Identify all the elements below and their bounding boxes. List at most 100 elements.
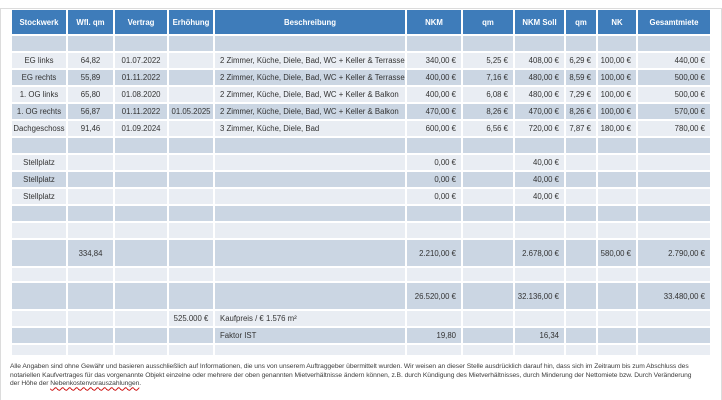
table-cell <box>407 36 461 51</box>
table-cell <box>12 206 66 221</box>
table-cell: 0,00 € <box>407 189 461 204</box>
table-cell: 01.09.2024 <box>115 121 167 136</box>
table-cell <box>598 345 636 355</box>
table-cell <box>515 206 564 221</box>
table-cell <box>68 206 113 221</box>
table-cell <box>566 36 596 51</box>
table-cell <box>566 172 596 187</box>
row-empty <box>12 206 710 221</box>
table-cell: 334,84 <box>68 240 113 266</box>
table-cell <box>515 268 564 281</box>
table-cell: 780,00 € <box>638 121 710 136</box>
table-cell <box>169 70 213 85</box>
row-empty-top <box>12 36 710 51</box>
table-cell <box>169 223 213 238</box>
table-cell <box>68 155 113 170</box>
table-cell: 2 Zimmer, Küche, Diele, Bad, WC + Keller… <box>215 53 405 68</box>
table-cell <box>169 53 213 68</box>
table-cell: 55,89 <box>68 70 113 85</box>
table-cell: 100,00 € <box>598 70 636 85</box>
table-cell <box>463 283 513 309</box>
table-cell: 580,00 € <box>598 240 636 266</box>
table-cell <box>566 311 596 326</box>
table-cell <box>638 268 710 281</box>
table-cell <box>169 138 213 153</box>
table-cell <box>407 206 461 221</box>
table-cell: EG links <box>12 53 66 68</box>
table-cell <box>169 268 213 281</box>
table-cell <box>463 36 513 51</box>
table-cell: 100,00 € <box>598 87 636 102</box>
table-cell <box>566 223 596 238</box>
table-cell <box>68 36 113 51</box>
table-cell <box>638 138 710 153</box>
table-cell <box>169 121 213 136</box>
table-cell: 570,00 € <box>638 104 710 119</box>
table-cell: 100,00 € <box>598 53 636 68</box>
table-cell <box>115 155 167 170</box>
table-cell <box>12 328 66 343</box>
table-cell: 5,25 € <box>463 53 513 68</box>
table-cell <box>598 283 636 309</box>
table-cell <box>598 172 636 187</box>
rent-roll-table: Stockwerk Wfl. qm Vertrag Erhöhung Beschreib… <box>10 8 712 357</box>
table-cell <box>115 189 167 204</box>
table-cell: 65,80 <box>68 87 113 102</box>
column-header: NKM Soll <box>515 10 564 34</box>
disclaimer-line-2: notariellen Kaufvertrages für das vorgen… <box>10 371 692 379</box>
table-cell <box>463 138 513 153</box>
column-header: NKM <box>407 10 461 34</box>
table-cell <box>115 311 167 326</box>
table-cell: 470,00 € <box>515 104 564 119</box>
table-cell <box>169 36 213 51</box>
table-cell <box>215 138 405 153</box>
table-cell: 32.136,00 € <box>515 283 564 309</box>
table-cell: 0,00 € <box>407 172 461 187</box>
table-cell <box>598 328 636 343</box>
table-cell: 480,00 € <box>515 70 564 85</box>
table-cell <box>169 283 213 309</box>
table-cell <box>215 189 405 204</box>
row-empty <box>12 268 710 281</box>
table-body: EG links 64,82 01.07.2022 2 Zimmer, Küche, … <box>12 36 710 355</box>
table-cell <box>566 240 596 266</box>
table-cell: 340,00 € <box>407 53 461 68</box>
table-cell <box>115 268 167 281</box>
misspelled-word: Nebenkostenvorauszahlungen <box>50 380 140 388</box>
row-monthly-totals: 334,84 2.210,00 € 2.678,00 € 580,00 €2.790,… <box>12 240 710 266</box>
table-cell <box>115 345 167 355</box>
table-cell: 500,00 € <box>638 87 710 102</box>
table-cell <box>598 36 636 51</box>
table-cell <box>463 155 513 170</box>
row-stellplatz-3: Stellplatz 0,00 € 40,00 € <box>12 189 710 204</box>
table-cell: 7,16 € <box>463 70 513 85</box>
table-cell <box>515 311 564 326</box>
table-cell <box>68 311 113 326</box>
table-cell <box>12 138 66 153</box>
table-cell <box>463 206 513 221</box>
table-cell <box>463 223 513 238</box>
rent-roll-document: Stockwerk Wfl. qm Vertrag Erhöhung Beschreib… <box>0 8 722 389</box>
column-header: Gesamtmiete <box>638 10 710 34</box>
row-og-rechts: 1. OG rechts 56,87 01.11.2022 01.05.2025 2 Z… <box>12 104 710 119</box>
table-cell <box>12 223 66 238</box>
table-cell <box>169 206 213 221</box>
table-cell <box>169 189 213 204</box>
table-cell <box>463 240 513 266</box>
table-cell <box>68 172 113 187</box>
row-empty-bottom <box>12 345 710 355</box>
table-cell: 19,80 <box>407 328 461 343</box>
row-stellplatz-1: Stellplatz 0,00 € 40,00 € <box>12 155 710 170</box>
table-cell <box>215 223 405 238</box>
table-cell <box>598 223 636 238</box>
table-cell <box>515 36 564 51</box>
disclaimer-line3-suffix: . <box>139 380 142 388</box>
table-cell: 2 Zimmer, Küche, Diele, Bad, WC + Keller… <box>215 104 405 119</box>
table-cell: 64,82 <box>68 53 113 68</box>
table-cell <box>115 223 167 238</box>
table-cell <box>12 345 66 355</box>
table-cell <box>215 206 405 221</box>
table-cell <box>638 311 710 326</box>
column-header: Vertrag <box>115 10 167 34</box>
table-cell <box>115 240 167 266</box>
